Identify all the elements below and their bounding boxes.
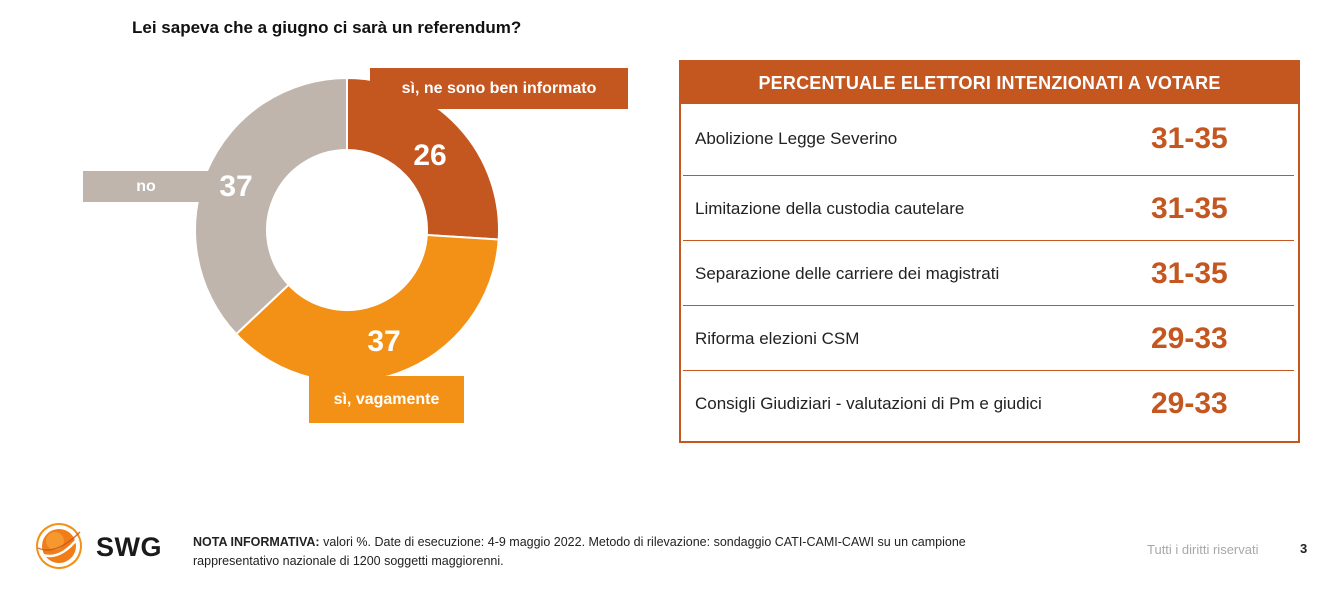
row-divider xyxy=(683,370,1294,371)
row-value: 31-35 xyxy=(1151,121,1228,155)
row-value: 29-33 xyxy=(1151,321,1228,355)
footnote: NOTA INFORMATIVA: valori %. Date di esec… xyxy=(193,533,1053,571)
row-divider xyxy=(683,175,1294,176)
category-label-vagamente: sì, vagamente xyxy=(309,376,464,423)
table-row: Limitazione della custodia cautelare 31-… xyxy=(683,176,1294,241)
row-divider xyxy=(683,240,1294,241)
slice-no xyxy=(194,76,348,336)
category-label-ben-informato: sì, ne sono ben informato xyxy=(370,68,628,109)
footnote-text: valori %. Date di esecuzione: 4-9 maggio… xyxy=(193,535,966,568)
table-row: Consigli Giudiziari - valutazioni di Pm … xyxy=(683,371,1294,436)
table-header: PERCENTUALE ELETTORI INTENZIONATI A VOTA… xyxy=(681,62,1298,104)
slice-vagamente xyxy=(234,233,500,383)
row-label: Separazione delle carriere dei magistrat… xyxy=(695,263,1000,283)
table-row: Abolizione Legge Severino 31-35 xyxy=(683,106,1294,171)
table-row: Riforma elezioni CSM 29-33 xyxy=(683,306,1294,371)
chart-title: Lei sapeva che a giugno ci sarà un refer… xyxy=(132,18,522,37)
row-label: Riforma elezioni CSM xyxy=(695,328,860,348)
swg-globe-logo-icon xyxy=(36,523,82,569)
donut-chart: 26 37 37 xyxy=(194,76,500,383)
value-label-vagamente: 37 xyxy=(367,325,400,358)
row-label: Limitazione della custodia cautelare xyxy=(695,198,965,218)
row-value: 31-35 xyxy=(1151,191,1228,225)
row-label: Abolizione Legge Severino xyxy=(695,128,898,148)
brand-name: SWG xyxy=(96,532,162,562)
voting-intention-table: PERCENTUALE ELETTORI INTENZIONATI A VOTA… xyxy=(679,60,1300,443)
row-divider xyxy=(683,305,1294,306)
value-label-ben-informato: 26 xyxy=(413,139,446,172)
row-value: 31-35 xyxy=(1151,256,1228,290)
rights-notice: Tutti i diritti riservati xyxy=(1147,542,1259,557)
page-number: 3 xyxy=(1300,541,1308,556)
value-label-no: 37 xyxy=(219,170,252,203)
row-label: Consigli Giudiziari - valutazioni di Pm … xyxy=(695,393,1042,413)
footnote-label: NOTA INFORMATIVA: xyxy=(193,535,320,549)
row-value: 29-33 xyxy=(1151,386,1228,420)
table-row: Separazione delle carriere dei magistrat… xyxy=(683,241,1294,306)
category-label-no: no xyxy=(83,171,209,202)
